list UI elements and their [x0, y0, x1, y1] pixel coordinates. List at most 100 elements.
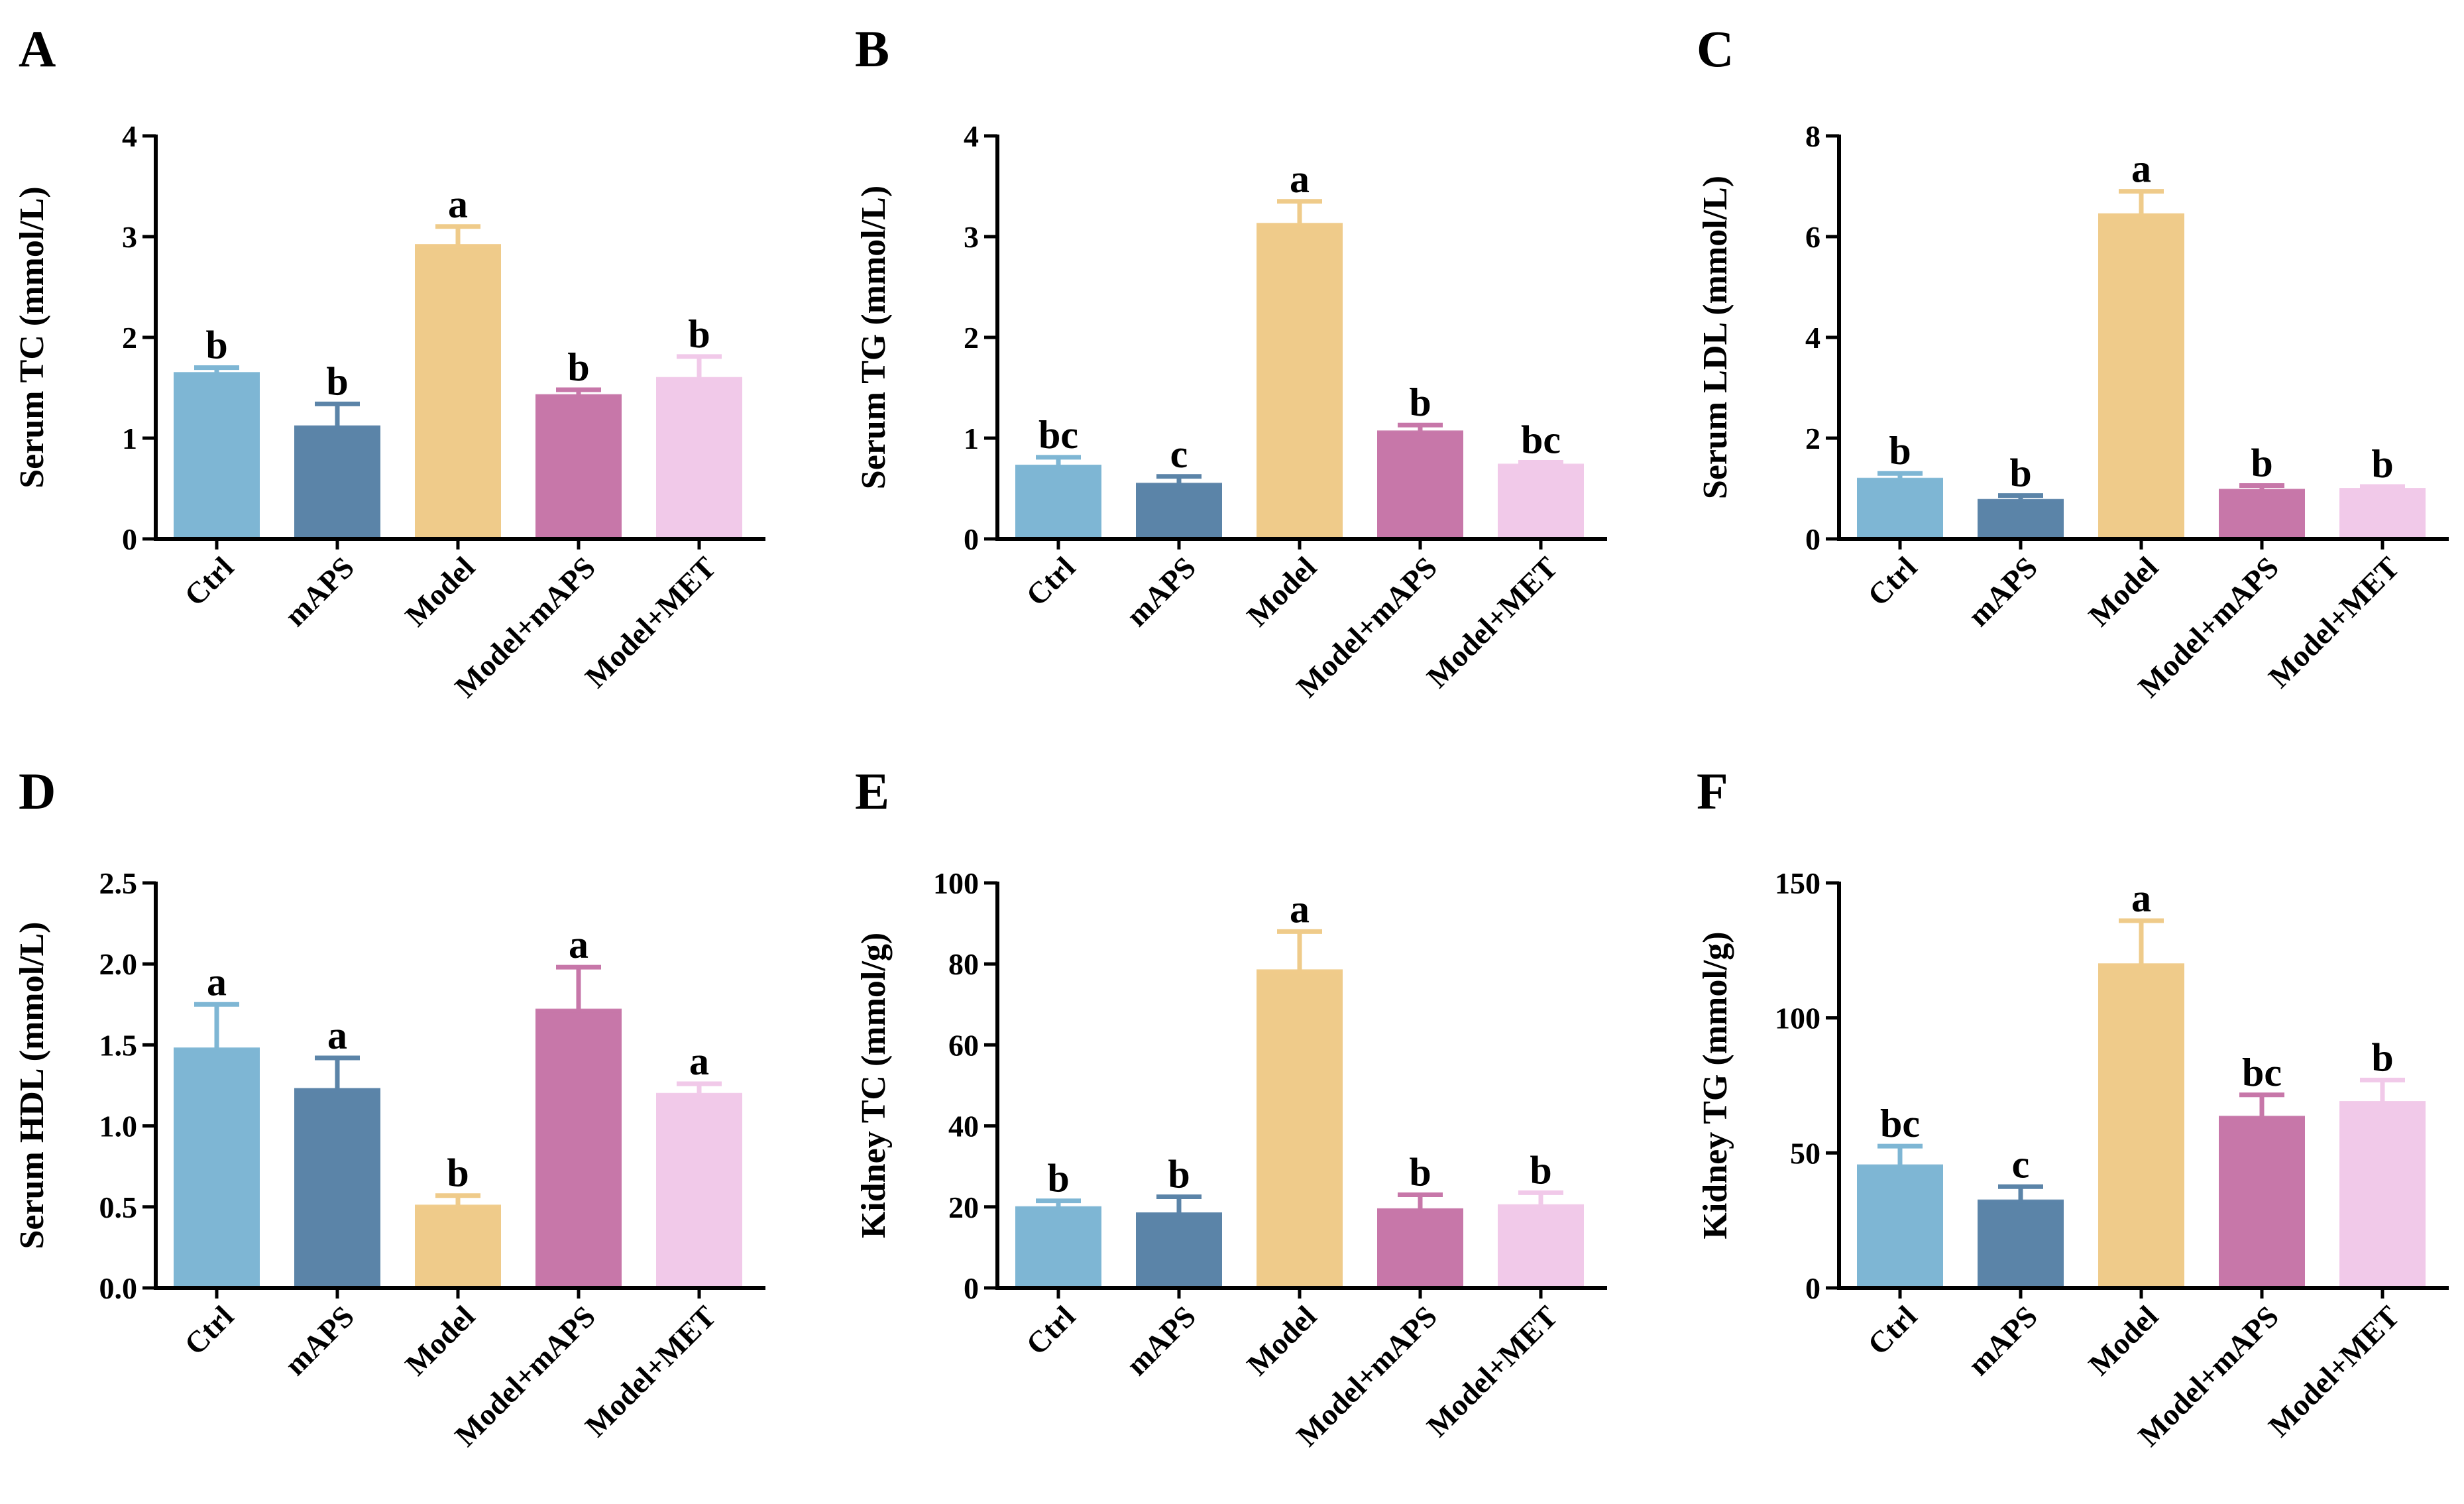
- x-tick-label: Ctrl: [1019, 550, 1082, 612]
- x-tick-label: Model+MET: [2262, 1299, 2406, 1443]
- y-tick-label: 100: [1775, 1002, 1820, 1035]
- y-tick-label: 100: [933, 866, 979, 900]
- bar-model-met: [1498, 464, 1584, 539]
- x-tick-label: Model+MET: [579, 1299, 722, 1443]
- x-tick-label: Ctrl: [1861, 1299, 1923, 1361]
- bar-ctrl: [1857, 1165, 1943, 1288]
- x-tick-label: mAPS: [1119, 550, 1202, 633]
- x-tick-label: Model: [2082, 1299, 2164, 1382]
- y-tick-label: 2.0: [99, 947, 138, 981]
- y-axis-label: Kidney TC (mmol/g): [855, 933, 893, 1238]
- panel-c: C Serum LDL (mmol/L) b Ctrl b mAPS a Model b Mode…: [1697, 20, 2449, 704]
- significance-label: a: [207, 960, 227, 1004]
- bar-model-met: [656, 1093, 742, 1288]
- x-tick-label: Model: [2082, 550, 2164, 633]
- y-tick-label: 3: [964, 220, 979, 254]
- y-tick-label: 2.5: [99, 866, 138, 900]
- bar-model-maps: [2219, 489, 2305, 539]
- y-tick-label: 1: [964, 422, 979, 455]
- y-tick-label: 2: [122, 321, 137, 355]
- x-tick-label: mAPS: [1961, 550, 2044, 633]
- significance-label: a: [1290, 887, 1310, 931]
- x-tick-label: Model+MET: [1420, 550, 1564, 694]
- y-tick-label: 2: [964, 321, 979, 355]
- significance-label: b: [2371, 442, 2393, 486]
- significance-label: a: [1290, 157, 1310, 201]
- bar-model: [415, 1205, 501, 1288]
- bar-model-maps: [535, 394, 622, 539]
- significance-label: b: [688, 312, 710, 356]
- significance-label: b: [2251, 441, 2272, 485]
- x-tick-label: Model: [1240, 550, 1323, 633]
- x-tick-label: Ctrl: [178, 1299, 240, 1361]
- bar-model-met: [656, 377, 742, 539]
- x-tick-label: mAPS: [278, 1299, 361, 1382]
- bar-maps: [1136, 1212, 1222, 1288]
- bar-model: [2098, 964, 2184, 1288]
- bar-model: [1257, 970, 1343, 1288]
- y-tick-label: 0: [1805, 522, 1820, 556]
- x-tick-label: Model: [398, 550, 481, 633]
- significance-label: b: [1889, 429, 1911, 473]
- bar-model: [1257, 223, 1343, 539]
- y-tick-label: 2: [1805, 422, 1820, 455]
- bar-maps: [1978, 1200, 2064, 1288]
- bar-maps: [294, 1088, 380, 1288]
- significance-label: a: [448, 182, 468, 226]
- y-tick-label: 6: [1805, 220, 1820, 254]
- bar-ctrl: [1857, 478, 1943, 539]
- panel-letter: D: [19, 762, 56, 820]
- panel-letter: A: [19, 20, 56, 78]
- panel-f: F Kidney TG (mmol/g) bc Ctrl c mAPS a Model bc Mo…: [1697, 762, 2449, 1453]
- panel-a: A Serum TC (mmol/L) b Ctrl b mAPS a Model b Model…: [13, 20, 765, 704]
- bar-model-met: [2339, 1101, 2426, 1288]
- y-tick-label: 0.5: [99, 1190, 138, 1224]
- significance-label: b: [205, 323, 227, 367]
- y-tick-label: 150: [1775, 866, 1820, 900]
- x-tick-label: Model+MET: [579, 550, 722, 694]
- bar-model-maps: [1377, 1208, 1463, 1288]
- panel-d: D Serum HDL (mmol/L) a Ctrl a mAPS b Model a Mode…: [13, 762, 765, 1453]
- y-tick-label: 50: [1790, 1136, 1820, 1170]
- bar-model: [415, 245, 501, 539]
- significance-label: a: [2131, 876, 2151, 920]
- significance-label: b: [2371, 1035, 2393, 1079]
- significance-label: b: [1047, 1157, 1069, 1200]
- y-tick-label: 4: [1805, 321, 1820, 355]
- y-axis-label: Serum HDL (mmol/L): [13, 922, 51, 1249]
- significance-label: b: [1409, 1150, 1431, 1194]
- y-tick-label: 1.0: [99, 1110, 138, 1143]
- y-tick-label: 4: [122, 119, 137, 153]
- bar-ctrl: [1015, 465, 1101, 539]
- bar-maps: [294, 426, 380, 539]
- significance-label: bc: [1521, 418, 1561, 461]
- bar-model-maps: [535, 1009, 622, 1288]
- y-tick-label: 8: [1805, 119, 1820, 153]
- y-tick-label: 20: [948, 1190, 979, 1224]
- x-tick-label: mAPS: [278, 550, 361, 633]
- panel-letter: E: [855, 762, 889, 820]
- x-tick-label: Ctrl: [1861, 550, 1923, 612]
- y-tick-label: 80: [948, 947, 979, 981]
- y-axis-label: Kidney TG (mmol/g): [1697, 931, 1734, 1239]
- y-tick-label: 0: [1805, 1271, 1820, 1305]
- bar-ctrl: [1015, 1206, 1101, 1288]
- significance-label: bc: [1880, 1102, 1920, 1145]
- panel-b: B Serum TG (mmol/L) bc Ctrl c mAPS a Model b Mode…: [855, 20, 1607, 704]
- significance-label: a: [327, 1013, 347, 1057]
- significance-label: b: [447, 1151, 469, 1195]
- x-tick-label: Ctrl: [1019, 1299, 1082, 1361]
- panel-letter: F: [1697, 762, 1728, 820]
- y-tick-label: 40: [948, 1110, 979, 1143]
- significance-label: b: [1168, 1153, 1190, 1196]
- significance-label: a: [2131, 147, 2151, 191]
- x-tick-label: Model+MET: [2262, 550, 2406, 694]
- significance-label: c: [2012, 1142, 2030, 1186]
- significance-label: b: [326, 359, 348, 403]
- bar-model-met: [2339, 489, 2426, 539]
- y-tick-label: 1.5: [99, 1028, 138, 1062]
- x-tick-label: mAPS: [1961, 1299, 2044, 1382]
- panel-e: E Kidney TC (mmol/g) b Ctrl b mAPS a Model b Mode…: [855, 762, 1607, 1453]
- bar-model-met: [1498, 1204, 1584, 1288]
